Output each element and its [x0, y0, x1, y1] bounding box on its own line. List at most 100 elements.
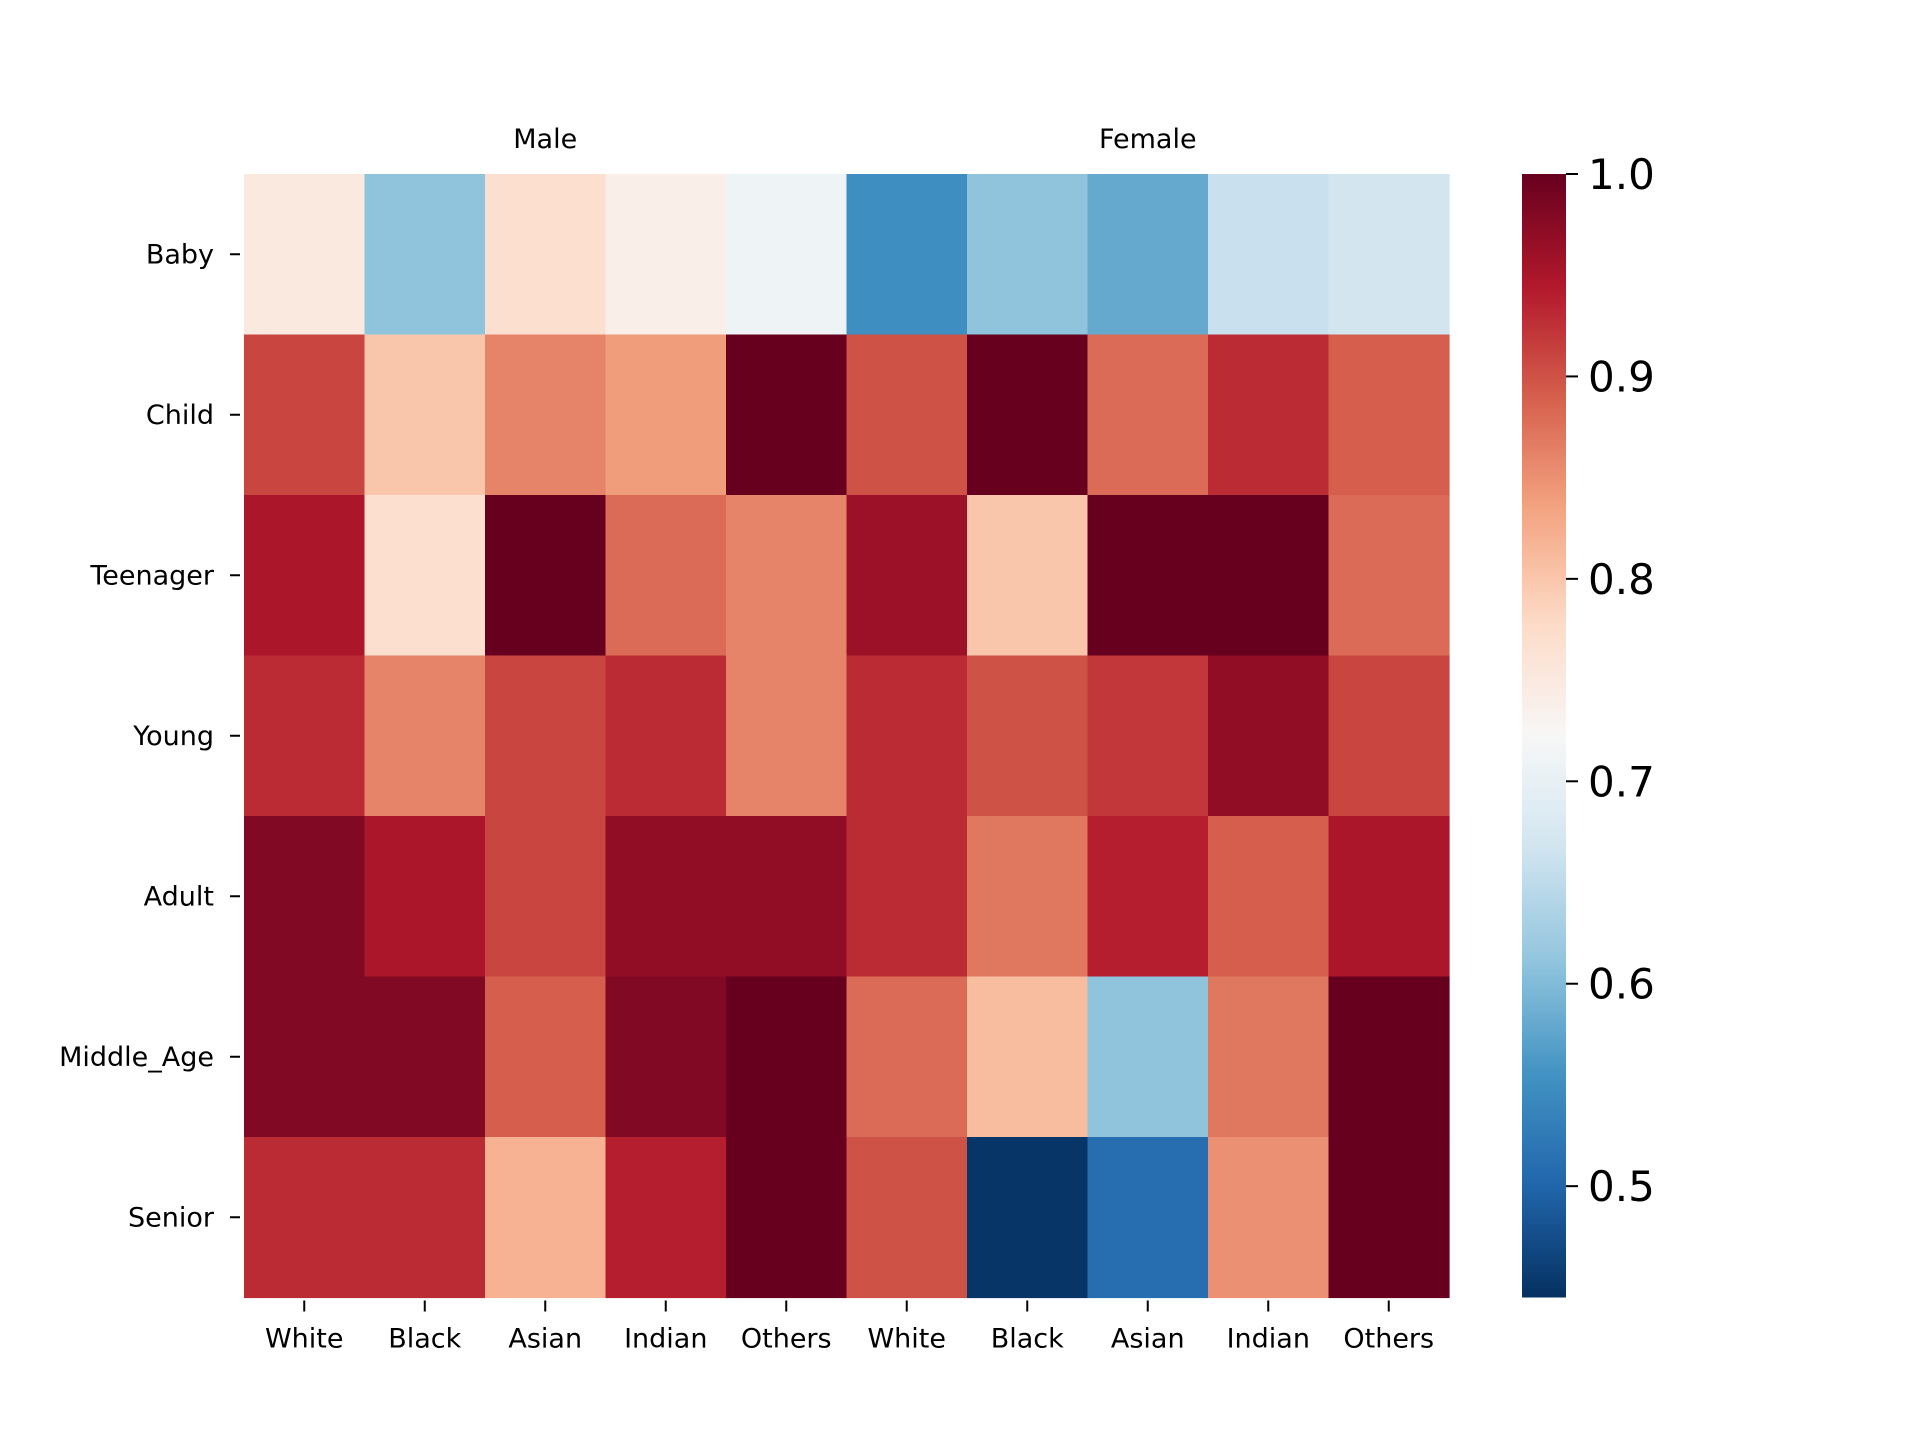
x-tick-label: White	[867, 1324, 946, 1355]
heatmap-cell	[1328, 976, 1450, 1138]
heatmap-cell	[726, 1137, 848, 1299]
heatmap-cell	[1087, 816, 1209, 978]
heatmap-cell	[1328, 174, 1450, 336]
heatmap-cell	[1208, 174, 1330, 336]
heatmap-cell	[485, 1137, 607, 1299]
heatmap-cell	[846, 1137, 968, 1299]
y-tick-label: Adult	[144, 881, 214, 912]
heatmap-cell	[244, 655, 366, 817]
x-tick-label: Others	[741, 1324, 832, 1355]
heatmap-cell	[485, 976, 607, 1138]
heatmap-cells	[244, 174, 1450, 1299]
heatmap-cell	[1328, 495, 1450, 657]
heatmap-cell	[726, 495, 848, 657]
heatmap-cell	[1328, 334, 1450, 496]
heatmap-cell	[1208, 976, 1330, 1138]
colorbar-tick-label: 0.7	[1588, 757, 1655, 806]
heatmap-cell	[605, 334, 727, 496]
heatmap-cell	[1087, 655, 1209, 817]
heatmap-cell	[967, 334, 1089, 496]
heatmap-cell	[846, 495, 968, 657]
y-tick-label: Child	[146, 400, 214, 431]
x-tick-label: Black	[388, 1324, 461, 1355]
y-axis: Baby Child Teenager Young Adult Middle_Age Sen…	[59, 239, 240, 1233]
heatmap-cell	[846, 174, 968, 336]
x-tick-label: Black	[991, 1324, 1064, 1355]
heatmap-cell	[605, 1137, 727, 1299]
heatmap-cell	[485, 655, 607, 817]
x-tick-label: Indian	[1227, 1324, 1310, 1355]
heatmap-cell	[1328, 655, 1450, 817]
heatmap-cell	[364, 1137, 486, 1299]
heatmap-cell	[846, 976, 968, 1138]
heatmap-cell	[1208, 495, 1330, 657]
heatmap-cell	[1087, 495, 1209, 657]
group-label: Female	[1099, 124, 1197, 155]
y-tick-label: Teenager	[89, 560, 215, 591]
heatmap-cell	[244, 976, 366, 1138]
heatmap-cell	[726, 174, 848, 336]
colorbar: 0.5 0.6 0.7 0.8 0.9 1.0	[1522, 150, 1655, 1298]
heatmap-cell	[726, 655, 848, 817]
group-labels: Male Female	[513, 124, 1196, 155]
heatmap-cell	[846, 334, 968, 496]
heatmap-cell	[485, 816, 607, 978]
x-tick-label: Asian	[508, 1324, 582, 1355]
heatmap-cell	[364, 495, 486, 657]
heatmap-cell	[485, 174, 607, 336]
heatmap-cell	[605, 495, 727, 657]
x-axis: White Black Asian Indian Others White Black Asi…	[265, 1300, 1434, 1355]
heatmap-cell	[846, 816, 968, 978]
colorbar-tick-label: 0.8	[1588, 555, 1655, 604]
x-tick-label: White	[265, 1324, 344, 1355]
heatmap-cell	[364, 334, 486, 496]
heatmap-cell	[1328, 1137, 1450, 1299]
heatmap-cell	[605, 816, 727, 978]
heatmap-cell	[244, 334, 366, 496]
heatmap-cell	[605, 174, 727, 336]
heatmap-cell	[364, 655, 486, 817]
heatmap-cell	[967, 495, 1089, 657]
heatmap-cell	[1087, 174, 1209, 336]
heatmap-cell	[967, 816, 1089, 978]
y-tick-label: Senior	[128, 1202, 215, 1233]
heatmap-cell	[364, 816, 486, 978]
heatmap-cell	[605, 655, 727, 817]
heatmap-cell	[605, 976, 727, 1138]
heatmap-cell	[244, 816, 366, 978]
colorbar-tick-label: 0.5	[1588, 1162, 1655, 1211]
heatmap-cell	[485, 495, 607, 657]
heatmap-cell	[967, 655, 1089, 817]
colorbar-tick-label: 0.9	[1588, 352, 1655, 401]
heatmap-cell	[364, 174, 486, 336]
heatmap-cell	[244, 174, 366, 336]
group-label: Male	[513, 124, 577, 155]
heatmap-cell	[364, 976, 486, 1138]
heatmap-cell	[1328, 816, 1450, 978]
colorbar-tick-label: 0.6	[1588, 960, 1655, 1009]
heatmap-cell	[726, 334, 848, 496]
x-tick-label: Indian	[624, 1324, 707, 1355]
y-tick-label: Young	[132, 721, 214, 752]
x-tick-label: Others	[1343, 1324, 1434, 1355]
colorbar-gradient	[1522, 174, 1566, 1298]
heatmap-cell	[846, 655, 968, 817]
y-tick-label: Baby	[146, 239, 214, 270]
heatmap-cell	[244, 495, 366, 657]
y-tick-label: Middle_Age	[59, 1042, 214, 1073]
heatmap-cell	[1087, 334, 1209, 496]
heatmap-cell	[485, 334, 607, 496]
heatmap-cell	[1208, 816, 1330, 978]
heatmap-cell	[1208, 334, 1330, 496]
heatmap-cell	[967, 976, 1089, 1138]
heatmap-cell	[967, 1137, 1089, 1299]
heatmap-cell	[967, 174, 1089, 336]
heatmap-cell	[726, 976, 848, 1138]
heatmap-cell	[1087, 1137, 1209, 1299]
colorbar-tick-label: 1.0	[1588, 150, 1655, 199]
heatmap-cell	[1208, 1137, 1330, 1299]
heatmap-cell	[1208, 655, 1330, 817]
heatmap-cell	[1087, 976, 1209, 1138]
heatmap-cell	[244, 1137, 366, 1299]
